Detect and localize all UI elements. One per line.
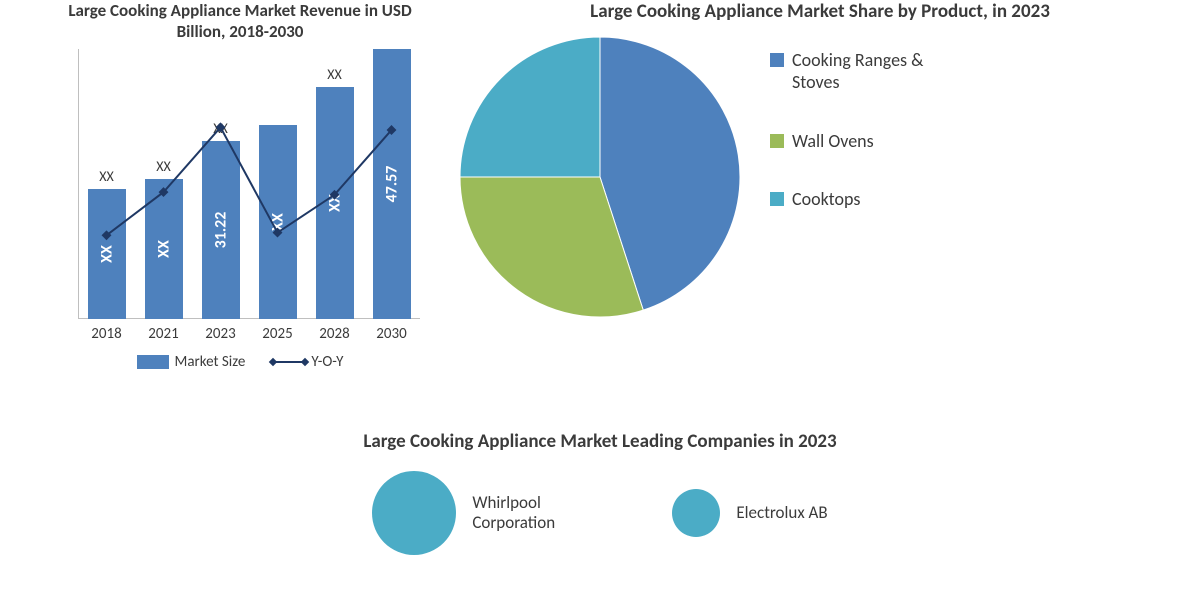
bar-chart-panel: Large Cooking Appliance Market Revenue i… (0, 0, 440, 430)
bar-top-label: XX (213, 120, 228, 137)
bar-group: XXXX (140, 179, 188, 319)
bar-value-label: 31.22 (211, 211, 230, 248)
bar-rect: 47.57 (373, 49, 411, 319)
bar-value-label: XX (268, 213, 287, 231)
bar-rect: 31.22 (202, 141, 240, 319)
bar-rect: XX (316, 87, 354, 319)
bar-rect: XX (259, 125, 297, 319)
bar-top-label: XX (156, 158, 171, 175)
bar-x-label: 2021 (140, 325, 188, 343)
pie-legend-item: Cooktops (770, 188, 970, 211)
pie-chart-plot (460, 37, 740, 322)
bar-x-label: 2018 (83, 325, 131, 343)
pie-chart-panel: Large Cooking Appliance Market Share by … (440, 0, 1200, 430)
pie-chart-title: Large Cooking Appliance Market Share by … (460, 0, 1180, 25)
pie-legend-swatch (770, 192, 784, 206)
bar-x-label: 2030 (368, 325, 416, 343)
bar-top-label: XX (327, 66, 342, 83)
legend-swatch-line (273, 361, 305, 363)
legend-item-yoy: Y-O-Y (273, 353, 343, 371)
bar-value-label: 47.57 (382, 165, 401, 202)
pie-legend-label: Cooktops (792, 188, 860, 211)
pie-legend-swatch (770, 134, 784, 148)
bar-rect: XX (145, 179, 183, 319)
pie-legend-label: Cooking Ranges & Stoves (792, 49, 970, 94)
pie-legend-item: Wall Ovens (770, 130, 970, 153)
legend-swatch-bar (137, 355, 169, 369)
bar-group: XXXX (83, 189, 131, 319)
bar-value-label: XX (325, 194, 344, 212)
bar-x-label: 2028 (311, 325, 359, 343)
companies-panel: Large Cooking Appliance Market Leading C… (0, 430, 1200, 555)
company-bubble (372, 471, 456, 555)
pie-legend-item: Cooking Ranges & Stoves (770, 49, 970, 94)
pie-svg (460, 37, 740, 317)
company-item: Electrolux AB (672, 489, 827, 537)
pie-slice (460, 37, 600, 177)
legend-label-market-size: Market Size (175, 353, 246, 371)
bar-chart-title: Large Cooking Appliance Market Revenue i… (60, 0, 420, 43)
company-label: Whirlpool Corporation (472, 493, 612, 534)
company-item: Whirlpool Corporation (372, 471, 612, 555)
pie-legend-label: Wall Ovens (792, 130, 874, 153)
bar-chart-plot: XXXXXXXXXX31.22XXXXXX47.57 2018202120232… (60, 49, 420, 319)
bar-group: XXXX (311, 87, 359, 319)
companies-title: Large Cooking Appliance Market Leading C… (0, 430, 1200, 453)
company-bubble (672, 489, 720, 537)
bar-chart-legend: Market Size Y-O-Y (60, 353, 420, 371)
bar-group: XX31.22 (197, 141, 245, 319)
bar-group: XX (254, 125, 302, 319)
legend-label-yoy: Y-O-Y (311, 353, 343, 371)
legend-item-market-size: Market Size (137, 353, 246, 371)
bar-rect: XX (88, 189, 126, 319)
pie-legend-swatch (770, 53, 784, 67)
pie-chart-legend: Cooking Ranges & Stoves Wall Ovens Cooktop… (770, 49, 970, 211)
bar-value-label: XX (154, 240, 173, 258)
bar-top-label: XX (99, 168, 114, 185)
bar-group: 47.57 (368, 49, 416, 319)
bar-x-label: 2025 (254, 325, 302, 343)
bar-x-label: 2023 (197, 325, 245, 343)
bar-value-label: XX (97, 245, 116, 263)
company-label: Electrolux AB (736, 503, 827, 523)
